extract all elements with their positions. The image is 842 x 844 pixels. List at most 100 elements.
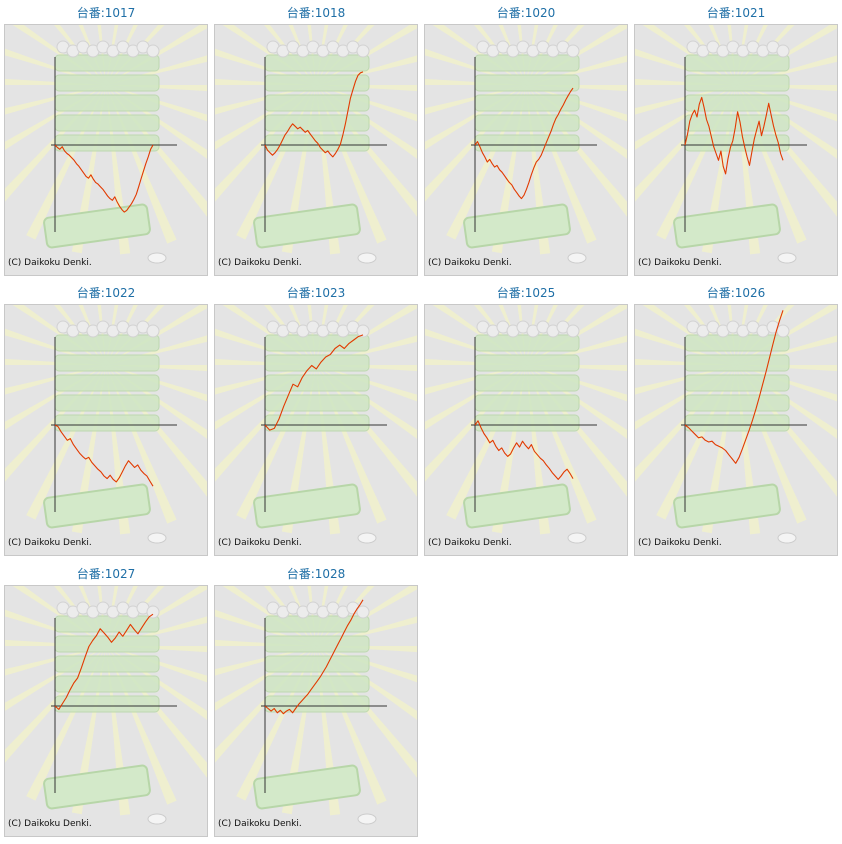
- machine-number-link[interactable]: 台番:1018: [286, 6, 346, 20]
- machine-cell: 台番:1023 (C) Daikoku Denki.: [214, 285, 418, 556]
- ball-pile-illustration: [476, 40, 580, 58]
- machine-cell: 台番:1021 (C) Daikoku Denki.: [634, 5, 838, 276]
- machine-number-link[interactable]: 台番:1022: [76, 286, 136, 300]
- machine-cell: 台番:1022 (C) Daikoku Denki.: [4, 285, 208, 556]
- machine-number-link[interactable]: 台番:1023: [286, 286, 346, 300]
- stacked-trays-illustration: [474, 334, 580, 432]
- machine-cell: 台番:1025 (C) Daikoku Denki.: [424, 285, 628, 556]
- graph-canvas: [5, 305, 207, 544]
- machine-number-link[interactable]: 台番:1025: [496, 286, 556, 300]
- machine-cell: 台番:1018 (C) Daikoku Denki.: [214, 5, 418, 276]
- slump-graph[interactable]: (C) Daikoku Denki.: [214, 585, 418, 837]
- slump-graph[interactable]: (C) Daikoku Denki.: [4, 24, 208, 276]
- ball-tray-illustration: [43, 203, 151, 249]
- machine-number-link[interactable]: 台番:1021: [706, 6, 766, 20]
- copyright-text: (C) Daikoku Denki.: [218, 538, 302, 548]
- stacked-trays-illustration: [54, 54, 160, 152]
- payout-trend-line: [264, 599, 364, 715]
- payout-trend-line: [684, 96, 784, 175]
- ball-tray-illustration: [253, 203, 361, 249]
- stacked-trays-illustration: [684, 334, 790, 432]
- ball-pile-illustration: [686, 40, 790, 58]
- payout-trend-line: [54, 613, 154, 710]
- machine-cell: 台番:1026 (C) Daikoku Denki.: [634, 285, 838, 556]
- stacked-trays-illustration: [474, 54, 580, 152]
- copyright-text: (C) Daikoku Denki.: [428, 258, 512, 268]
- graph-canvas: [635, 25, 837, 264]
- slump-graph[interactable]: (C) Daikoku Denki.: [214, 24, 418, 276]
- slump-graph[interactable]: (C) Daikoku Denki.: [214, 304, 418, 556]
- background-art: [5, 25, 207, 264]
- machine-number-link[interactable]: 台番:1020: [496, 6, 556, 20]
- machine-number-link[interactable]: 台番:1026: [706, 286, 766, 300]
- coin-illustration: [357, 252, 377, 264]
- graph-canvas: [425, 25, 627, 264]
- ball-tray-illustration: [463, 203, 571, 249]
- copyright-text: (C) Daikoku Denki.: [218, 258, 302, 268]
- graph-canvas: [5, 586, 207, 825]
- slump-graph[interactable]: (C) Daikoku Denki.: [634, 24, 838, 276]
- background-art: [635, 305, 837, 544]
- ball-pile-illustration: [56, 320, 160, 338]
- payout-trend-line: [264, 334, 364, 431]
- payout-trend-line: [684, 310, 784, 464]
- slump-graph[interactable]: (C) Daikoku Denki.: [4, 585, 208, 837]
- background-art: [425, 25, 627, 264]
- machine-cell: 台番:1027 (C) Daikoku Denki.: [4, 566, 208, 837]
- ball-tray-illustration: [253, 483, 361, 529]
- copyright-text: (C) Daikoku Denki.: [638, 538, 722, 548]
- copyright-text: (C) Daikoku Denki.: [428, 538, 512, 548]
- coin-illustration: [357, 532, 377, 544]
- stacked-trays-illustration: [264, 334, 370, 432]
- copyright-text: (C) Daikoku Denki.: [218, 819, 302, 829]
- ball-pile-illustration: [266, 40, 370, 58]
- payout-trend-line: [54, 144, 154, 213]
- background-art: [635, 25, 837, 264]
- ball-tray-illustration: [673, 483, 781, 529]
- background-art: [5, 586, 207, 825]
- ball-pile-illustration: [266, 320, 370, 338]
- copyright-text: (C) Daikoku Denki.: [8, 538, 92, 548]
- graph-canvas: [425, 305, 627, 544]
- stacked-trays-illustration: [264, 54, 370, 152]
- graph-canvas: [5, 25, 207, 264]
- ball-pile-illustration: [56, 40, 160, 58]
- payout-trend-line: [54, 424, 154, 487]
- background-art: [215, 586, 417, 825]
- background-art: [215, 25, 417, 264]
- payout-trend-line: [264, 71, 364, 158]
- slump-graph[interactable]: (C) Daikoku Denki.: [424, 24, 628, 276]
- ball-pile-illustration: [56, 601, 160, 619]
- coin-illustration: [147, 532, 167, 544]
- slump-graph[interactable]: (C) Daikoku Denki.: [634, 304, 838, 556]
- stacked-trays-illustration: [54, 615, 160, 713]
- slump-graph[interactable]: (C) Daikoku Denki.: [424, 304, 628, 556]
- coin-illustration: [777, 252, 797, 264]
- coin-illustration: [147, 813, 167, 825]
- coin-illustration: [777, 532, 797, 544]
- machine-cell: 台番:1020 (C) Daikoku Denki.: [424, 5, 628, 276]
- machine-number-link[interactable]: 台番:1027: [76, 567, 136, 581]
- graph-canvas: [215, 586, 417, 825]
- coin-illustration: [567, 532, 587, 544]
- copyright-text: (C) Daikoku Denki.: [8, 819, 92, 829]
- graph-canvas: [215, 25, 417, 264]
- slump-graph[interactable]: (C) Daikoku Denki.: [4, 304, 208, 556]
- coin-illustration: [147, 252, 167, 264]
- background-art: [425, 305, 627, 544]
- machine-number-link[interactable]: 台番:1017: [76, 6, 136, 20]
- ball-tray-illustration: [673, 203, 781, 249]
- copyright-text: (C) Daikoku Denki.: [638, 258, 722, 268]
- ball-tray-illustration: [43, 764, 151, 810]
- payout-trend-line: [474, 420, 574, 480]
- graph-canvas: [635, 305, 837, 544]
- payout-trend-line: [474, 87, 574, 200]
- background-art: [215, 305, 417, 544]
- machine-cell: 台番:1028 (C) Daikoku Denki.: [214, 566, 418, 837]
- machine-cell: 台番:1017 (C) Daikoku Denki.: [4, 5, 208, 276]
- coin-illustration: [567, 252, 587, 264]
- background-art: [5, 305, 207, 544]
- stacked-trays-illustration: [684, 54, 790, 152]
- machine-number-link[interactable]: 台番:1028: [286, 567, 346, 581]
- ball-tray-illustration: [43, 483, 151, 529]
